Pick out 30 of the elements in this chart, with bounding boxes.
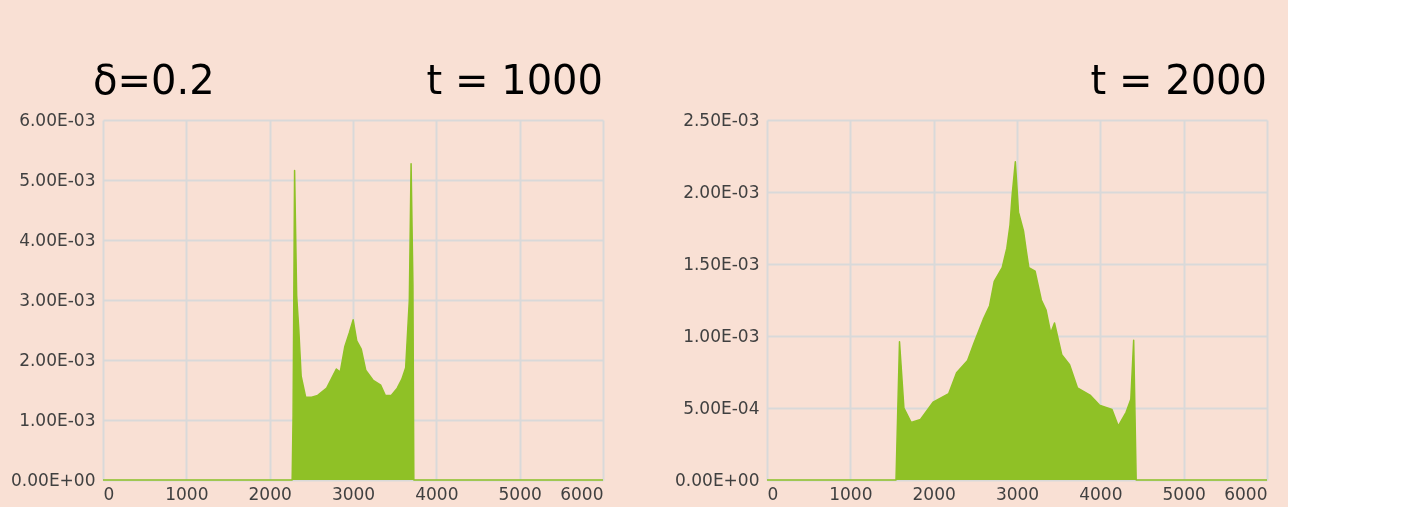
- y-tick-label: 5.00E-03: [19, 169, 96, 190]
- y-tick-label: 4.00E-03: [19, 229, 96, 250]
- x-tick-label: 0: [103, 483, 115, 504]
- x-tick-label: 4000: [1079, 483, 1123, 504]
- x-tick-label: 5000: [1162, 483, 1206, 504]
- y-tick-label: 2.00E-03: [19, 349, 96, 370]
- y-tick-label: 1.00E-03: [683, 325, 760, 346]
- y-tick-label: 3.00E-03: [19, 289, 96, 310]
- x-tick-label: 2000: [248, 483, 292, 504]
- x-tick-label: 6000: [1224, 483, 1268, 504]
- x-tick-label: 0: [767, 483, 779, 504]
- y-tick-label: 1.00E-03: [19, 409, 96, 430]
- y-tick-label: 6.00E-03: [19, 109, 96, 130]
- x-tick-label: 1000: [165, 483, 209, 504]
- x-tick-label: 3000: [995, 483, 1040, 504]
- x-tick-label: 2000: [912, 483, 956, 504]
- chart-title: t = 1000: [426, 57, 603, 103]
- y-tick-label: 5.00E-04: [683, 397, 760, 418]
- y-tick-label: 0.00E+00: [11, 469, 96, 490]
- y-tick-label: 1.50E-03: [683, 253, 760, 274]
- y-tick-label: 0.00E+00: [675, 469, 760, 490]
- x-tick-label: 6000: [560, 483, 604, 504]
- x-tick-label: 1000: [829, 483, 873, 504]
- x-tick-label: 4000: [415, 483, 459, 504]
- x-tick-label: 5000: [498, 483, 542, 504]
- y-tick-label: 2.00E-03: [683, 181, 760, 202]
- x-tick-label: 3000: [331, 483, 376, 504]
- y-tick-label: 2.50E-03: [683, 109, 760, 130]
- text: δ=0.2: [93, 57, 215, 103]
- chart-title: t = 2000: [1090, 57, 1267, 103]
